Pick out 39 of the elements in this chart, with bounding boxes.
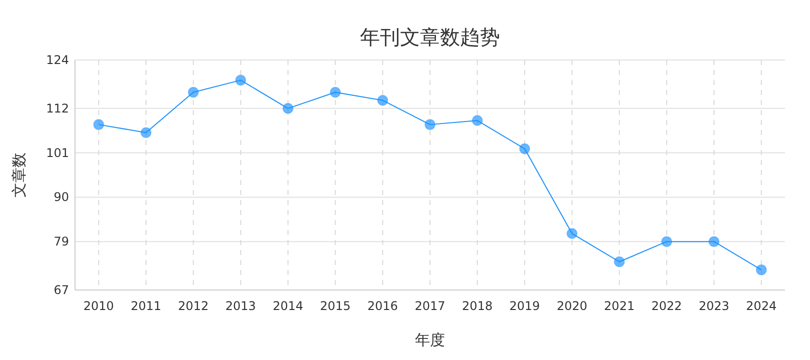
point: [93, 119, 104, 130]
x-tick-label: 2020: [556, 299, 588, 313]
x-tick-label: 2018: [462, 299, 493, 313]
y-tick-label: 90: [54, 190, 69, 204]
y-tick-label: 101: [46, 146, 69, 160]
x-axis-title: 年度: [415, 331, 445, 349]
x-tick-label: 2011: [130, 299, 162, 313]
point: [519, 143, 530, 154]
point: [140, 127, 152, 138]
x-tick-label: 2010: [83, 299, 114, 313]
x-tick-label: 2024: [746, 299, 777, 313]
y-tick-label: 67: [54, 283, 69, 297]
point: [661, 236, 672, 248]
x-tick-label: 2022: [651, 299, 682, 313]
x-tick-label: 2014: [272, 299, 304, 313]
point: [424, 119, 436, 130]
point: [708, 236, 720, 248]
x-tick-label: 2017: [414, 299, 446, 313]
point: [566, 228, 578, 240]
x-tick-label: 2023: [698, 299, 730, 313]
x-tick-label: 2016: [367, 299, 398, 313]
point: [756, 264, 767, 276]
x-tick-label: 2021: [604, 299, 635, 313]
point: [614, 256, 625, 268]
y-axis-title: 文章数: [10, 152, 28, 198]
x-tick-label: 2015: [320, 299, 351, 313]
y-tick-label: 112: [46, 101, 69, 116]
point: [377, 94, 388, 106]
point: [235, 74, 246, 86]
point: [330, 86, 341, 98]
y-tick-label: 79: [54, 234, 69, 249]
x-tick-label: 2019: [509, 299, 540, 313]
point: [472, 115, 483, 126]
x-tick-label: 2013: [225, 299, 256, 313]
x-tick-label: 2012: [178, 299, 209, 313]
point: [188, 86, 199, 98]
chart-title: 年刊文章数趋势: [360, 25, 500, 49]
y-tick-label: 124: [46, 53, 69, 67]
point: [282, 102, 294, 114]
